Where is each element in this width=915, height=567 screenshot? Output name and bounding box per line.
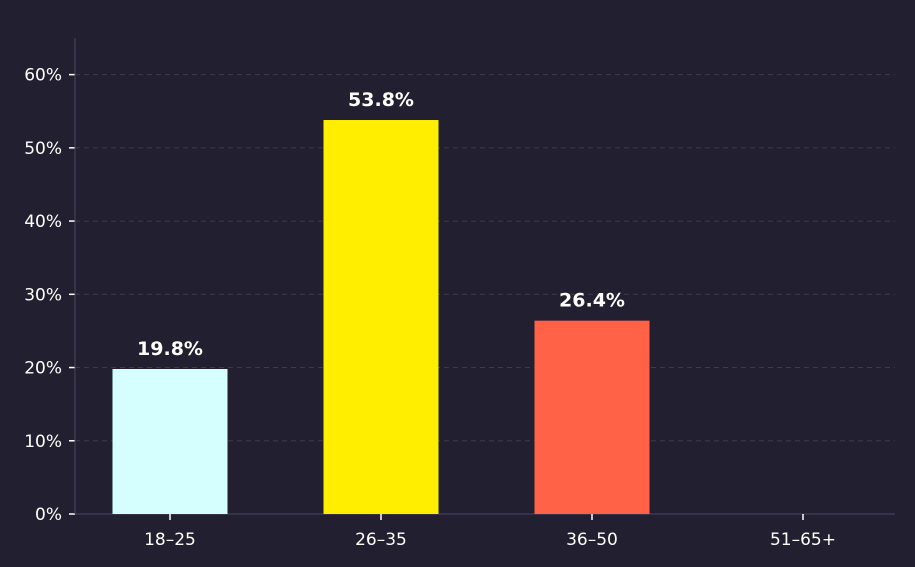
x-tick-label: 26–35 <box>355 530 407 550</box>
bar <box>534 320 650 514</box>
y-tick-label: 60% <box>24 66 62 86</box>
bar-value-label: 19.8% <box>137 338 203 360</box>
y-tick-label: 50% <box>24 139 62 159</box>
bar-value-label: 26.4% <box>559 290 625 312</box>
bar-value-label: 53.8% <box>348 89 414 111</box>
y-tick-label: 10% <box>24 432 62 452</box>
y-tick-label: 20% <box>24 359 62 379</box>
y-tick-label: 0% <box>35 505 62 525</box>
axes: 0% 10% 20% 30% 40% 50% 60% 18–25 26–35 36–50 51–65… <box>24 38 895 550</box>
bar <box>112 369 228 514</box>
bars <box>112 120 650 514</box>
labels: 19.8% 53.8% 26.4% <box>137 89 625 360</box>
gridlines <box>75 74 895 442</box>
x-tick-label: 18–25 <box>144 530 196 550</box>
bar <box>323 120 439 514</box>
y-tick-label: 30% <box>24 285 62 305</box>
y-tick-label: 40% <box>24 212 62 232</box>
x-tick-label: 51–65+ <box>770 530 836 550</box>
x-tick-label: 36–50 <box>566 530 618 550</box>
